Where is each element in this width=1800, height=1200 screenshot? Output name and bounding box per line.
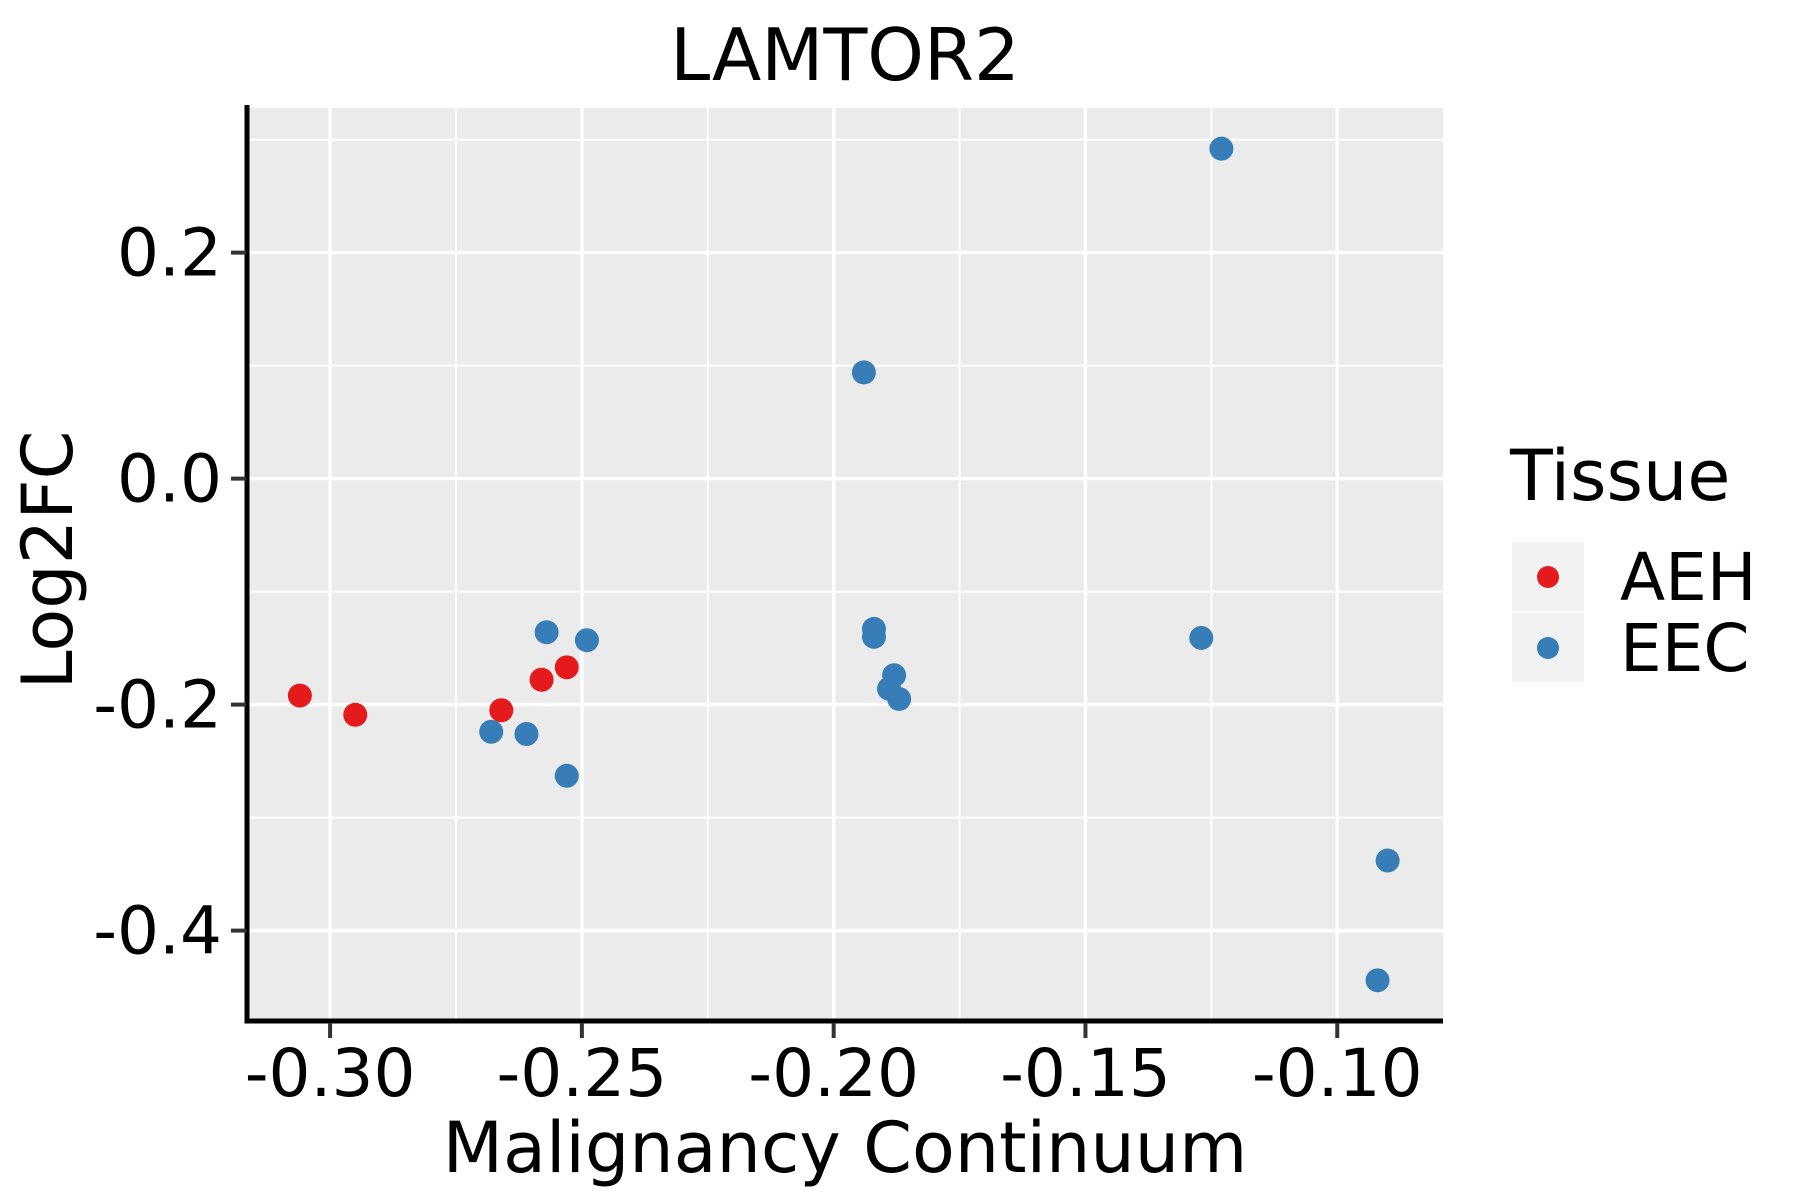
x-tick-label: -0.10 [1252, 1035, 1423, 1112]
data-point-eec [1189, 625, 1214, 650]
data-point-eec [887, 686, 912, 711]
legend-entry-eec: EEC [1512, 610, 1750, 687]
legend-aeh-dot-icon [1537, 566, 1559, 588]
data-point-aeh [529, 667, 554, 692]
data-point-eec [514, 721, 539, 746]
data-point-eec [1209, 136, 1234, 161]
y-tick-label: 0.0 [117, 441, 222, 518]
data-point-eec [574, 628, 599, 653]
y-tick-label: -0.2 [93, 667, 222, 744]
data-point-eec [1375, 848, 1400, 873]
data-point-eec [554, 763, 579, 788]
x-tick-label: -0.30 [245, 1035, 416, 1112]
data-point-eec [882, 663, 907, 688]
legend-entry-aeh: AEH [1512, 539, 1756, 616]
x-axis-ticks: -0.30 -0.25 -0.20 -0.15 -0.10 [245, 1023, 1423, 1112]
gridlines [247, 108, 1443, 1021]
data-point-aeh [343, 702, 368, 727]
data-points [287, 136, 1400, 993]
y-tick-label: -0.4 [93, 893, 222, 970]
y-tick-label: 0.2 [117, 215, 222, 292]
plot-panel [247, 108, 1443, 1021]
data-point-eec [479, 719, 504, 744]
legend-title: Tissue [1509, 435, 1730, 517]
data-point-eec [851, 360, 876, 385]
legend-label-aeh: AEH [1620, 539, 1756, 616]
data-point-aeh [287, 683, 312, 708]
data-point-aeh [489, 698, 514, 723]
x-tick-label: -0.25 [496, 1035, 667, 1112]
x-tick-label: -0.15 [1000, 1035, 1171, 1112]
x-axis-label: Malignancy Continuum [443, 1107, 1248, 1189]
y-axis-label: Log2FC [7, 431, 89, 690]
x-tick-label: -0.20 [748, 1035, 919, 1112]
legend-label-eec: EEC [1620, 610, 1750, 687]
data-point-eec [1365, 968, 1390, 993]
legend: Tissue AEH EEC [1509, 435, 1756, 687]
data-point-eec [534, 620, 559, 645]
plot-title: LAMTOR2 [670, 13, 1020, 97]
data-point-aeh [554, 655, 579, 680]
y-axis-ticks: 0.2 0.0 -0.2 -0.4 [93, 215, 246, 970]
data-point-eec [861, 624, 886, 649]
legend-eec-dot-icon [1537, 637, 1559, 659]
